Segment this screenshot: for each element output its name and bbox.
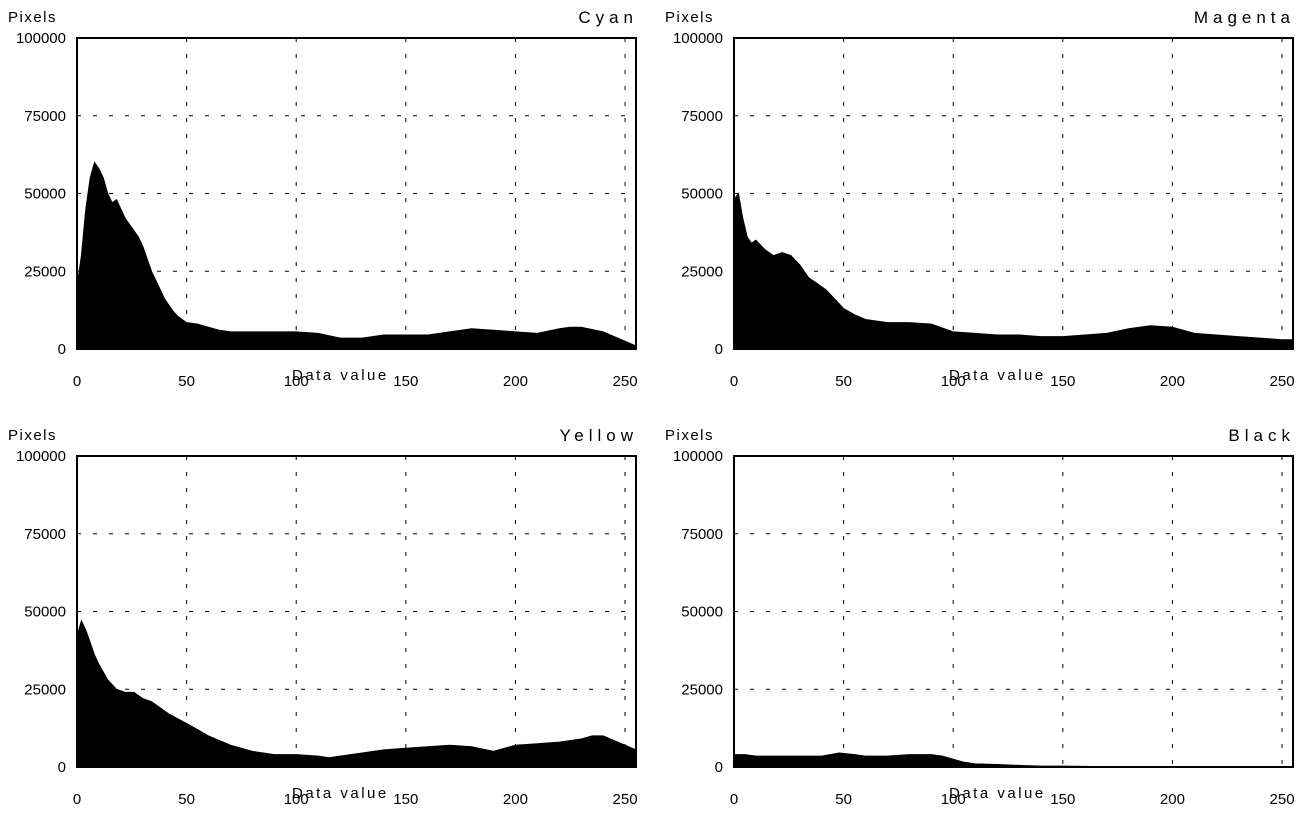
x-tick-label: 200 (503, 791, 528, 808)
x-tick-label: 250 (1270, 373, 1295, 390)
plot-frame (733, 455, 1294, 768)
y-tick-label: 75000 (24, 108, 66, 125)
histogram-panel-magenta: 0 50 100 150 200 250 0 25000 50000 75000 100000 Pi… (657, 0, 1314, 418)
x-tick-label: 50 (835, 791, 852, 808)
x-tick-label: 50 (178, 791, 195, 808)
y-tick-label: 0 (58, 759, 66, 776)
x-tick-label: 50 (178, 373, 195, 390)
y-tick-label: 75000 (24, 526, 66, 543)
y-tick-label: 50000 (681, 186, 723, 203)
histogram-svg: 0 50 100 150 200 250 0 25000 50000 75000 100000 (16, 30, 638, 390)
y-tick-label: 25000 (681, 263, 723, 280)
histogram-panel-yellow: 0 50 100 150 200 250 0 25000 50000 75000 100000 Pi… (0, 418, 657, 836)
y-tick-label: 0 (715, 759, 723, 776)
histogram-svg: 0 50 100 150 200 250 0 25000 50000 75000 100000 (16, 448, 638, 808)
x-tick-label: 250 (613, 373, 638, 390)
y-tick-label: 0 (715, 341, 723, 358)
x-tick-label: 50 (835, 373, 852, 390)
plot-frame (76, 37, 637, 350)
x-tick-label: 200 (1160, 791, 1185, 808)
x-axis-label: Data value (292, 785, 389, 802)
histogram-svg: 0 50 100 150 200 250 0 25000 50000 75000 100000 (673, 30, 1295, 390)
x-tick-label: 100 (284, 791, 309, 808)
x-tick-label: 0 (73, 373, 81, 390)
x-tick-label: 0 (73, 791, 81, 808)
y-tick-label: 75000 (681, 108, 723, 125)
y-tick-label: 100000 (16, 448, 66, 465)
x-tick-label: 150 (393, 791, 418, 808)
x-tick-label: 250 (613, 791, 638, 808)
y-tick-label: 100000 (673, 30, 723, 47)
y-axis-label: Pixels (8, 9, 58, 26)
x-tick-label: 100 (941, 791, 966, 808)
histogram-svg: 0 50 100 150 200 250 0 25000 50000 75000 100000 (673, 448, 1295, 808)
x-tick-label: 0 (730, 373, 738, 390)
x-tick-label: 150 (1050, 791, 1075, 808)
x-tick-label: 100 (941, 373, 966, 390)
y-tick-label: 100000 (16, 30, 66, 47)
histogram-panel-cyan: 0 50 100 150 200 250 0 25000 50000 75000 100000 Pi… (0, 0, 657, 418)
y-tick-label: 50000 (24, 604, 66, 621)
plot-frame (733, 37, 1294, 350)
histogram-area (76, 619, 637, 768)
y-axis-label: Pixels (665, 9, 715, 26)
y-tick-label: 50000 (24, 186, 66, 203)
y-tick-label: 75000 (681, 526, 723, 543)
x-axis-label: Data value (949, 785, 1046, 802)
histogram-panel-black: 0 50 100 150 200 250 0 25000 50000 75000 100000 Pi… (657, 418, 1314, 836)
x-axis-label: Data value (949, 367, 1046, 384)
histogram-area (76, 161, 637, 350)
histogram-area (733, 752, 1294, 768)
y-tick-label: 100000 (673, 448, 723, 465)
chart-title: Yellow (559, 426, 638, 445)
x-tick-label: 200 (1160, 373, 1185, 390)
y-tick-label: 25000 (24, 263, 66, 280)
y-tick-label: 50000 (681, 604, 723, 621)
chart-title: Black (1228, 426, 1295, 445)
x-axis-label: Data value (292, 367, 389, 384)
y-axis-label: Pixels (8, 427, 58, 444)
plot-frame (76, 455, 637, 768)
y-tick-label: 0 (58, 341, 66, 358)
x-tick-label: 150 (1050, 373, 1075, 390)
x-tick-label: 150 (393, 373, 418, 390)
x-tick-label: 200 (503, 373, 528, 390)
chart-title: Cyan (578, 8, 638, 27)
chart-title: Magenta (1193, 8, 1295, 27)
x-tick-label: 0 (730, 791, 738, 808)
histogram-area (733, 192, 1294, 350)
x-tick-label: 100 (284, 373, 309, 390)
y-tick-label: 25000 (24, 681, 66, 698)
x-tick-label: 250 (1270, 791, 1295, 808)
y-axis-label: Pixels (665, 427, 715, 444)
y-tick-label: 25000 (681, 681, 723, 698)
